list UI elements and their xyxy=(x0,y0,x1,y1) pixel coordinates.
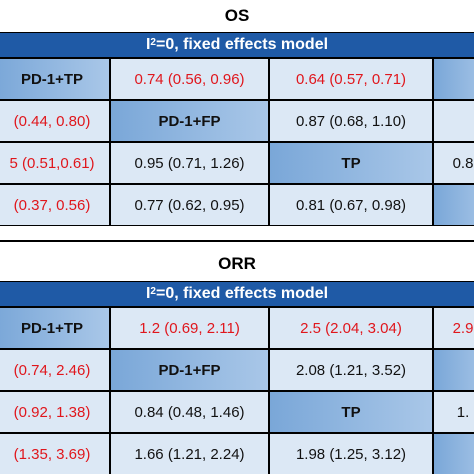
orr-cell-r3-c1: (0.92, 1.38) xyxy=(0,391,110,433)
os-cell-r2-c3: 0.87 (0.68, 1.10) xyxy=(269,100,433,142)
os-cell-r3-c4: 0.8 xyxy=(433,142,474,184)
os-cell-text: 0.64 (0.57, 0.71) xyxy=(295,70,407,88)
orr-model-text: =0, fixed effects model xyxy=(155,285,329,302)
os-model-text: =0, fixed effects model xyxy=(155,36,329,53)
os-cell-r4-c1: (0.37, 0.56) xyxy=(0,184,110,226)
orr-cell-r4-c2: 1.66 (1.21, 2.24) xyxy=(110,433,269,474)
orr-cell-text: (0.92, 1.38) xyxy=(13,403,91,421)
os-cell-text: 0.74 (0.56, 0.96) xyxy=(134,70,245,88)
orr-cell-text: PD-1+TP xyxy=(20,319,84,337)
os-cell-r3-c3: TP xyxy=(269,142,433,184)
section-divider xyxy=(0,240,474,242)
os-table: PD-1+TP 0.74 (0.56, 0.96) 0.64 (0.57, 0.71… xyxy=(0,58,474,226)
os-cell-text: (0.37, 0.56) xyxy=(13,196,91,214)
os-cell-text: 0.77 (0.62, 0.95) xyxy=(134,196,245,214)
os-cell-r2-c2: PD-1+FP xyxy=(110,100,269,142)
orr-cell-r1-c4: 2.9 xyxy=(433,307,474,349)
os-cell-r3-c1: 5 (0.51,0.61) xyxy=(0,142,110,184)
os-cell-text: 0.87 (0.68, 1.10) xyxy=(295,112,407,130)
os-cell-text: PD-1+TP xyxy=(20,70,84,88)
os-title: OS xyxy=(224,6,250,25)
orr-cell-text: 2.9 xyxy=(452,319,474,337)
orr-model-i: I xyxy=(145,285,151,302)
orr-table: PD-1+TP 1.2 (0.69, 2.11) 2.5 (2.04, 3.04) 2… xyxy=(0,307,474,474)
orr-cell-text: PD-1+FP xyxy=(158,361,221,379)
orr-cell-r1-c2: 1.2 (0.69, 2.11) xyxy=(110,307,269,349)
os-cell-r2-c4 xyxy=(433,100,474,142)
orr-cell-r3-c2: 0.84 (0.48, 1.46) xyxy=(110,391,269,433)
orr-cell-r2-c1: (0.74, 2.46) xyxy=(0,349,110,391)
orr-cell-r4-c4 xyxy=(433,433,474,474)
os-cell-r4-c3: 0.81 (0.67, 0.98) xyxy=(269,184,433,226)
orr-title: ORR xyxy=(218,254,256,273)
orr-cell-text: 0.84 (0.48, 1.46) xyxy=(134,403,245,421)
orr-cell-text: (0.74, 2.46) xyxy=(13,361,91,379)
os-cell-text: (0.44, 0.80) xyxy=(13,112,91,130)
orr-cell-text: 1. xyxy=(456,403,470,421)
orr-cell-r2-c2: PD-1+FP xyxy=(110,349,269,391)
orr-cell-r2-c4 xyxy=(433,349,474,391)
orr-cell-r3-c4: 1. xyxy=(433,391,474,433)
orr-cell-text: (1.35, 3.69) xyxy=(13,445,91,463)
orr-cell-text: TP xyxy=(341,403,361,421)
os-cell-r3-c2: 0.95 (0.71, 1.26) xyxy=(110,142,269,184)
os-cell-r2-c1: (0.44, 0.80) xyxy=(0,100,110,142)
os-cell-text: 0.95 (0.71, 1.26) xyxy=(134,154,245,172)
os-cell-r1-c1: PD-1+TP xyxy=(0,58,110,100)
orr-cell-text: 1.2 (0.69, 2.11) xyxy=(139,319,240,337)
orr-cell-text: 1.66 (1.21, 2.24) xyxy=(134,445,245,463)
os-cell-text: 0.8 xyxy=(452,154,474,172)
orr-cell-r1-c3: 2.5 (2.04, 3.04) xyxy=(269,307,433,349)
os-cell-r1-c4 xyxy=(433,58,474,100)
orr-cell-text: 2.5 (2.04, 3.04) xyxy=(300,319,402,337)
os-cell-text: TP xyxy=(341,154,361,172)
os-model-i: I xyxy=(145,36,151,53)
orr-model-bar: I 2 =0, fixed effects model xyxy=(0,281,474,307)
os-cell-text: 0.81 (0.67, 0.98) xyxy=(295,196,407,214)
orr-cell-r2-c3: 2.08 (1.21, 3.52) xyxy=(269,349,433,391)
orr-cell-r4-c3: 1.98 (1.25, 3.12) xyxy=(269,433,433,474)
orr-cell-text: 1.98 (1.25, 3.12) xyxy=(295,445,407,463)
os-cell-text: 5 (0.51,0.61) xyxy=(9,154,95,172)
orr-cell-r1-c1: PD-1+TP xyxy=(0,307,110,349)
orr-cell-r3-c3: TP xyxy=(269,391,433,433)
os-cell-r1-c2: 0.74 (0.56, 0.96) xyxy=(110,58,269,100)
os-cell-r4-c2: 0.77 (0.62, 0.95) xyxy=(110,184,269,226)
orr-cell-r4-c1: (1.35, 3.69) xyxy=(0,433,110,474)
orr-cell-text: 2.08 (1.21, 3.52) xyxy=(295,361,407,379)
os-cell-r4-c4 xyxy=(433,184,474,226)
os-model-bar: I 2 =0, fixed effects model xyxy=(0,32,474,58)
os-cell-r1-c3: 0.64 (0.57, 0.71) xyxy=(269,58,433,100)
os-cell-text: PD-1+FP xyxy=(158,112,221,130)
